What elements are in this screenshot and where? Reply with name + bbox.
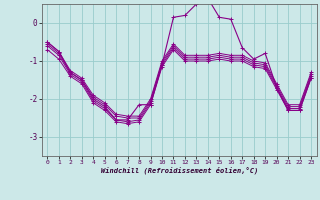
- X-axis label: Windchill (Refroidissement éolien,°C): Windchill (Refroidissement éolien,°C): [100, 167, 258, 174]
